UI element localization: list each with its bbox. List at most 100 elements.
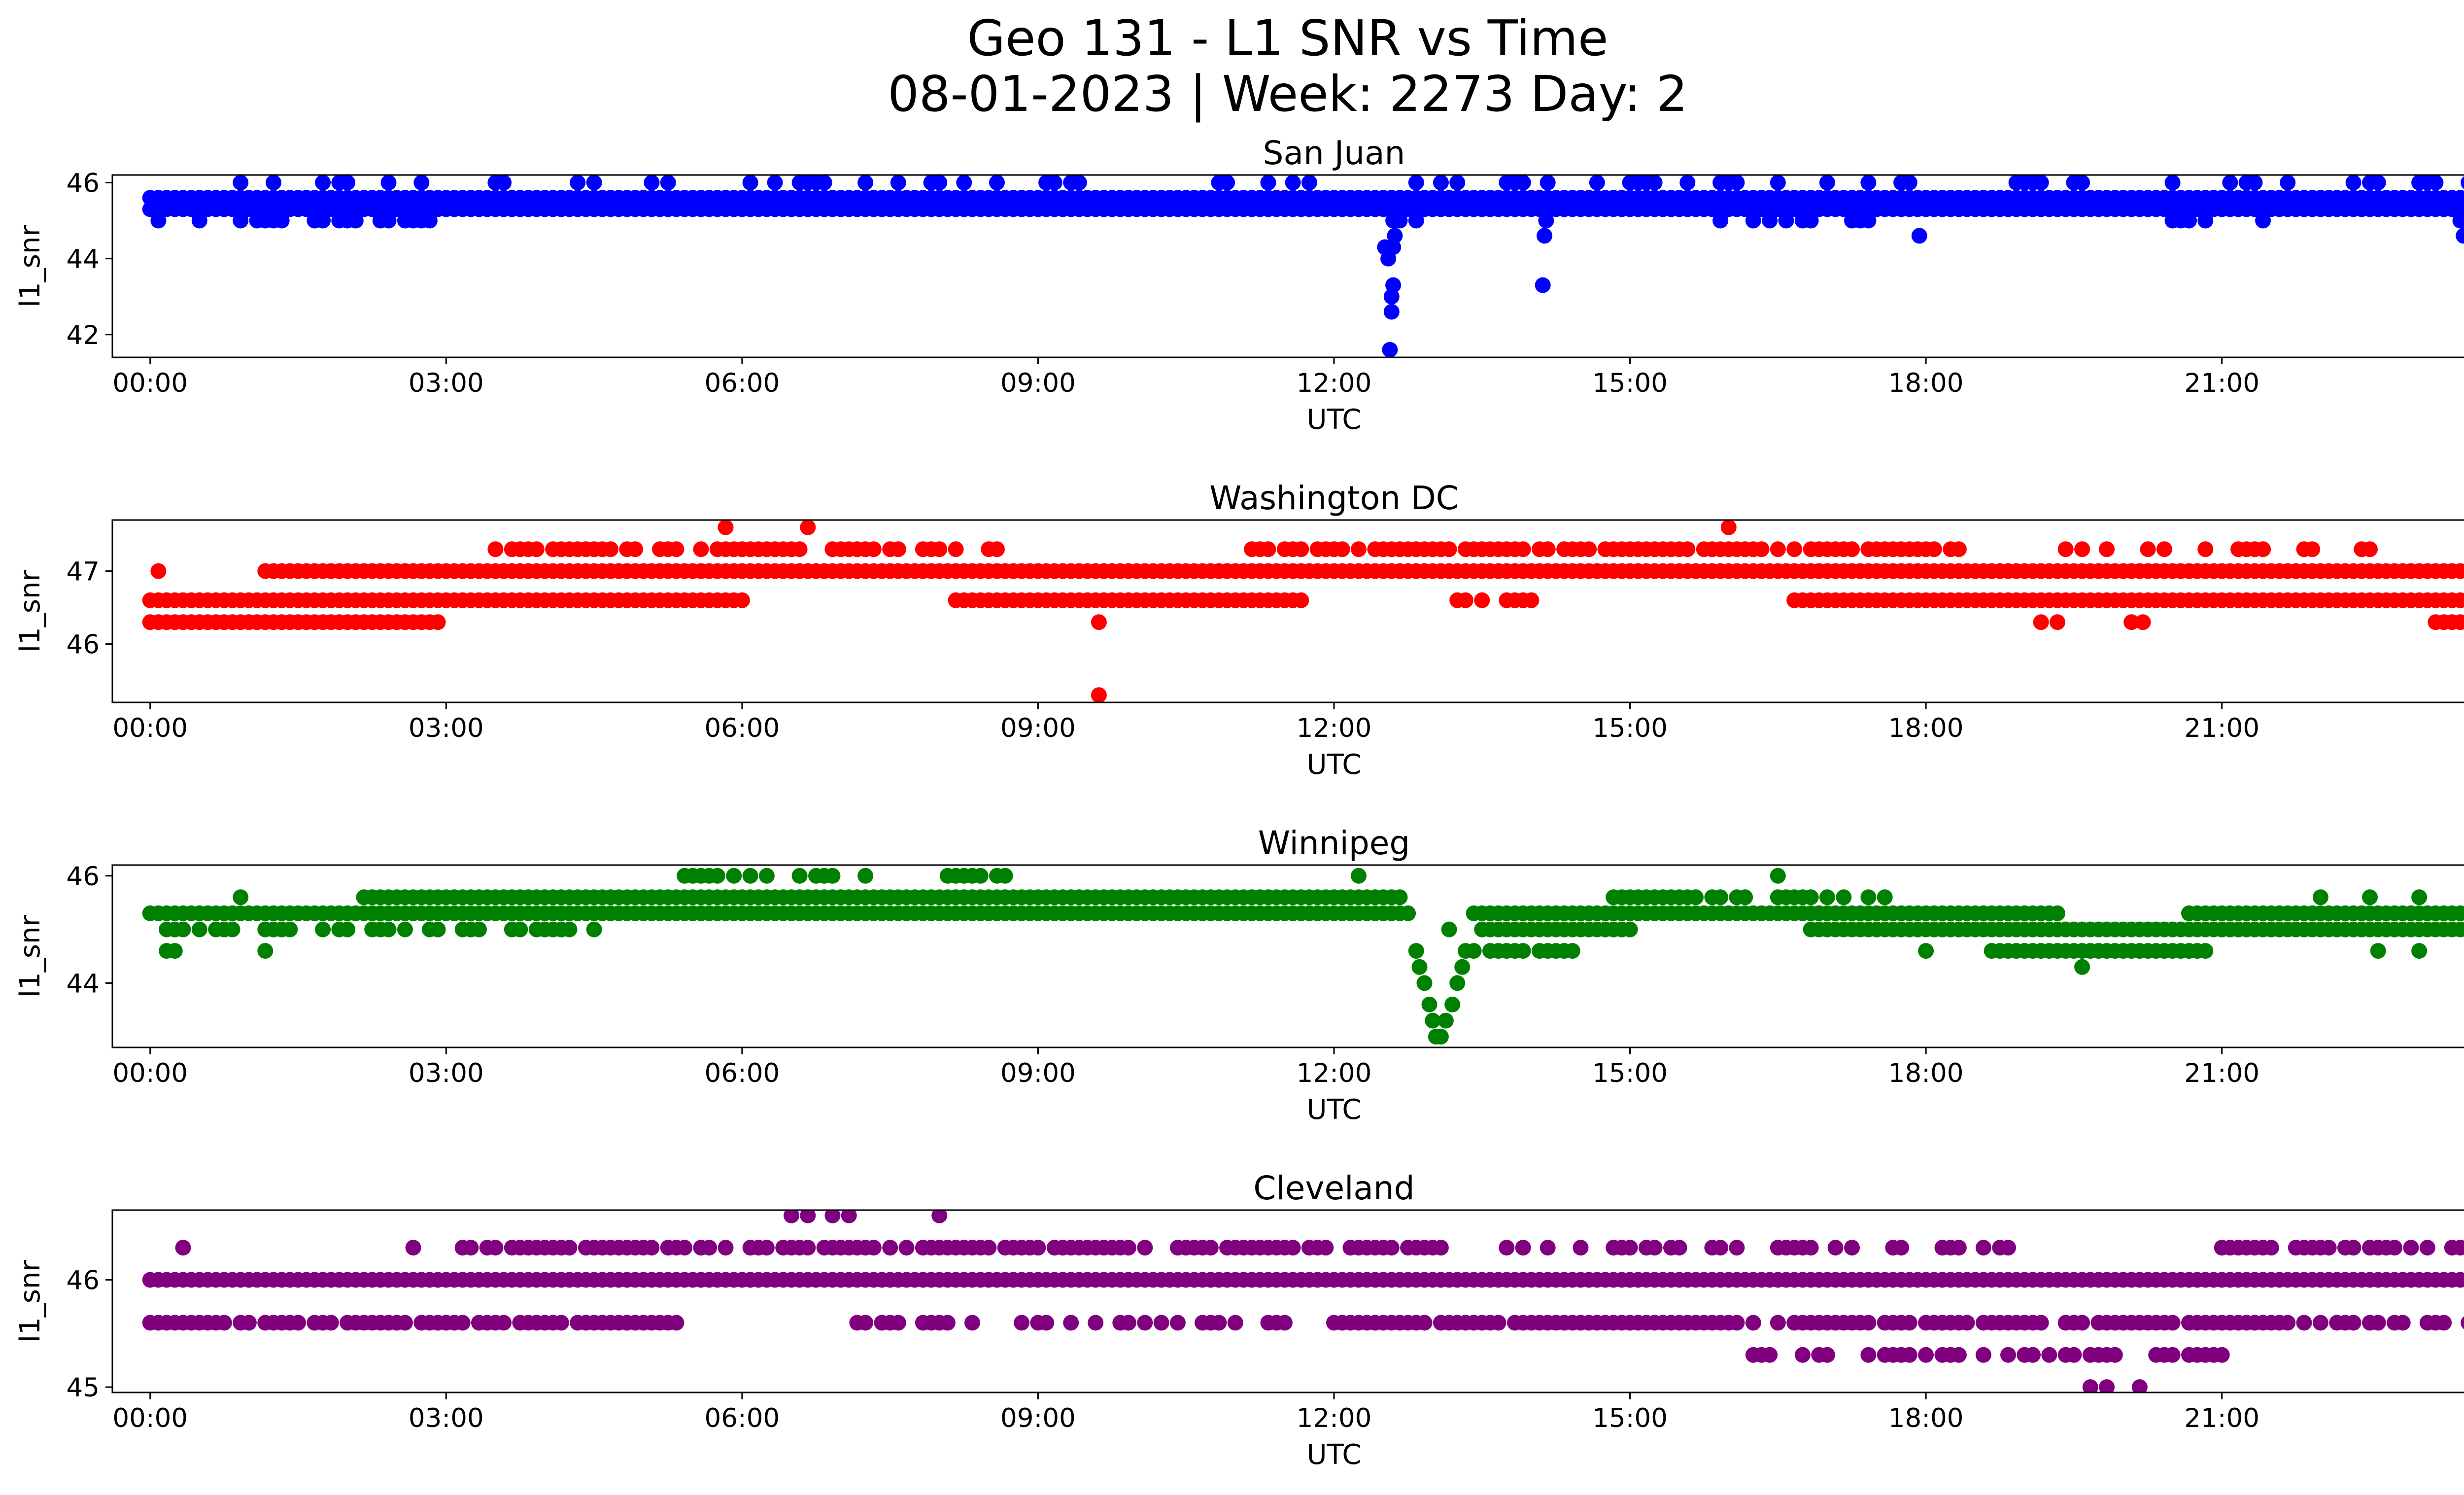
data-point [939,1315,956,1331]
data-point [1540,1240,1556,1256]
data-point [791,541,808,557]
data-point [1770,541,1786,557]
data-point [570,175,586,191]
data-point [2321,1240,2337,1256]
data-point [463,1240,479,1256]
data-point [981,1240,997,1256]
data-point [2000,1240,2016,1256]
scatter-points [142,175,2464,357]
data-point [496,1315,512,1331]
data-point [758,868,775,884]
y-tick-label: 46 [67,862,100,892]
data-point [2135,614,2151,630]
data-point [2197,541,2214,557]
data-point [791,868,808,884]
y-tick-label: 46 [67,630,100,660]
data-point [2164,1315,2181,1331]
data-point [2057,541,2074,557]
subplots: San Juan 00:00 03:00 06:00 09:00 12:00 15:00 18… [14,134,2464,1471]
y-tick-label: 46 [67,1265,100,1295]
data-point [2280,1315,2296,1331]
data-point [931,541,948,557]
x-tick-label: 09:00 [1000,1403,1076,1433]
data-point [865,1240,882,1256]
data-point [2263,1240,2279,1256]
data-point [2461,593,2464,607]
data-point [1918,943,1934,959]
x-tick-label: 06:00 [704,368,780,398]
data-point [1745,1315,1761,1331]
data-point [1285,1240,1301,1256]
data-point [2461,923,2464,936]
data-point [2362,889,2378,905]
data-point [931,1210,948,1223]
data-point [1737,889,1753,905]
x-tick-label: 12:00 [1297,713,1372,743]
data-point [2411,889,2428,905]
data-point [471,921,487,938]
data-point [2280,175,2296,191]
data-point [2456,228,2464,244]
data-point [1729,1315,1745,1331]
data-point [257,943,274,959]
data-point [1441,921,1457,938]
x-tick-label: 09:00 [1000,368,1076,398]
x-tick-label: 15:00 [1592,1058,1668,1088]
data-point [1153,1315,1169,1331]
x-tick-label: 00:00 [112,713,188,743]
data-point [2131,1379,2148,1392]
data-point [1819,1347,1835,1363]
data-point [315,921,331,938]
data-point [2074,959,2090,975]
data-point [2452,563,2464,579]
data-point [709,868,725,884]
data-point [191,921,207,938]
data-point [167,943,183,959]
x-tick-label: 15:00 [1592,1403,1668,1433]
data-point [1540,175,1556,191]
data-point [1351,868,1367,884]
data-point [1786,541,1803,557]
data-point [496,175,512,191]
data-point [2255,212,2271,229]
data-point [2428,175,2444,191]
data-point [1646,175,1663,191]
data-point [1437,1012,1454,1029]
data-point [380,175,397,191]
x-tick-label: 03:00 [409,1403,484,1433]
data-point [1382,342,1398,357]
data-point [1540,541,1556,557]
data-point [2214,1347,2230,1363]
data-point [2099,1379,2115,1392]
data-point [1385,212,1402,229]
data-point [1392,889,1408,905]
data-point [323,1315,339,1331]
data-point [1926,541,1942,557]
data-point [1515,943,1531,959]
data-point [315,212,331,229]
y-tick-label: 42 [67,320,100,350]
data-point [701,1240,718,1256]
figure-title-line2: 08-01-2023 | Week: 2273 Day: 2 [888,65,1687,123]
data-point [2452,1240,2464,1256]
data-point [1581,541,1597,557]
data-point [512,921,528,938]
data-point [1063,1315,1079,1331]
data-point [2033,614,2049,630]
data-point [1301,175,1317,191]
data-point [1729,175,1745,191]
data-point [1038,1315,1055,1331]
x-tick-label: 21:00 [2184,368,2259,398]
data-point [1860,212,1877,229]
data-point [2452,212,2464,229]
data-point [2461,203,2464,216]
data-point [274,212,290,229]
data-point [315,175,331,191]
x-tick-label: 03:00 [409,713,484,743]
data-point [1334,541,1350,557]
x-tick-label: 18:00 [1888,713,1964,743]
data-point [644,1240,660,1256]
data-point [2099,541,2115,557]
data-point [1819,889,1835,905]
